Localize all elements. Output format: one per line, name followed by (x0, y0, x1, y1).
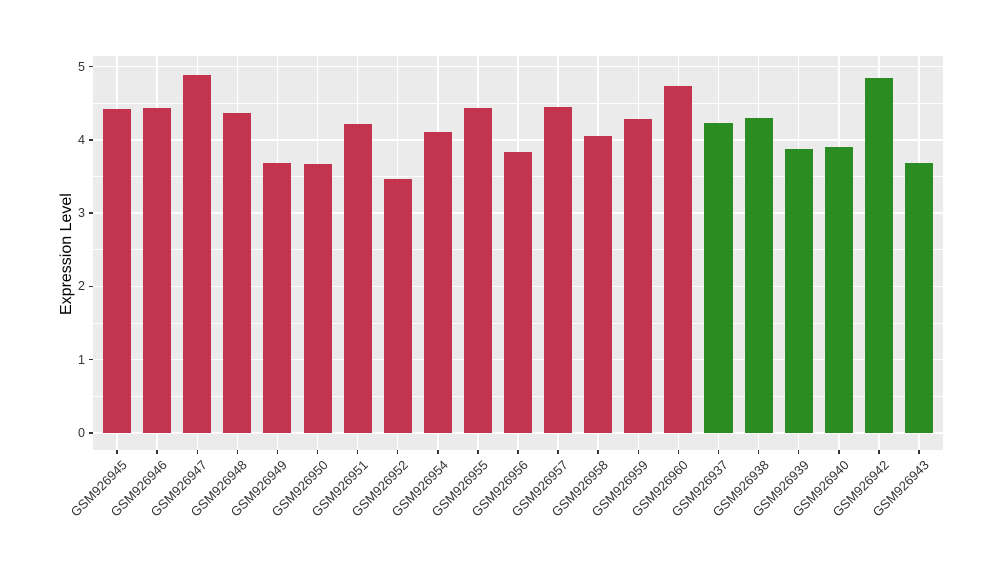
y-tick-label: 1 (78, 352, 85, 367)
bar-GSM926952 (383, 179, 412, 433)
y-tick-label: 4 (78, 132, 85, 147)
x-tickmark (557, 450, 559, 454)
y-tick-label: 3 (78, 206, 85, 221)
x-tickmark (757, 450, 760, 454)
bar-GSM926951 (343, 123, 372, 433)
y-tick-label: 0 (78, 426, 85, 440)
y-tickmark (89, 432, 93, 434)
x-tickmark (236, 450, 239, 454)
bar-GSM926946 (143, 108, 172, 433)
bar-GSM926955 (463, 108, 492, 433)
y-tickmark (89, 285, 93, 288)
bar-GSM926960 (664, 86, 693, 433)
x-tickmark (637, 450, 640, 454)
plot-panel (93, 56, 943, 450)
x-tickmark (918, 450, 920, 454)
x-tickmark (838, 450, 840, 454)
bar-GSM926937 (704, 122, 733, 433)
y-tickmark (89, 65, 93, 68)
x-tickmark (437, 450, 439, 454)
x-tickmark (316, 450, 319, 454)
bar-GSM926942 (864, 78, 893, 433)
bar-GSM926939 (784, 149, 813, 433)
bar-GSM926938 (744, 117, 773, 433)
bar-GSM926940 (824, 147, 853, 433)
major-gridline (93, 139, 943, 141)
bar-GSM926943 (904, 163, 933, 433)
y-tickmark (89, 212, 93, 214)
x-tickmark (597, 450, 599, 454)
major-gridline (93, 65, 943, 68)
x-tickmark (677, 450, 680, 454)
x-tickmark (276, 450, 279, 454)
x-tickmark (396, 450, 399, 454)
bar-GSM926949 (263, 163, 292, 433)
y-tickmark (89, 139, 93, 141)
x-tickmark (116, 450, 118, 454)
y-tick-label: 5 (78, 59, 85, 74)
x-tickmark (477, 450, 479, 454)
x-tickmark (878, 450, 880, 454)
y-tickmark (89, 358, 93, 361)
bar-GSM926945 (103, 109, 132, 433)
bar-GSM926954 (423, 131, 452, 433)
x-tickmark (797, 450, 800, 454)
x-tickmark (717, 450, 720, 454)
bar-GSM926948 (223, 113, 252, 433)
y-tick-label: 2 (78, 279, 85, 294)
x-tickmark (517, 450, 519, 454)
major-gridline (93, 432, 943, 434)
bar-GSM926959 (624, 119, 653, 433)
bar-GSM926958 (584, 136, 613, 433)
bar-GSM926950 (303, 163, 332, 433)
bar-GSM926956 (503, 152, 533, 433)
x-tickmark (156, 450, 158, 454)
x-tickmark (196, 450, 198, 454)
x-tickmark (356, 450, 359, 454)
bar-GSM926947 (183, 74, 212, 433)
minor-gridline (93, 102, 943, 104)
bar-GSM926957 (544, 106, 573, 433)
